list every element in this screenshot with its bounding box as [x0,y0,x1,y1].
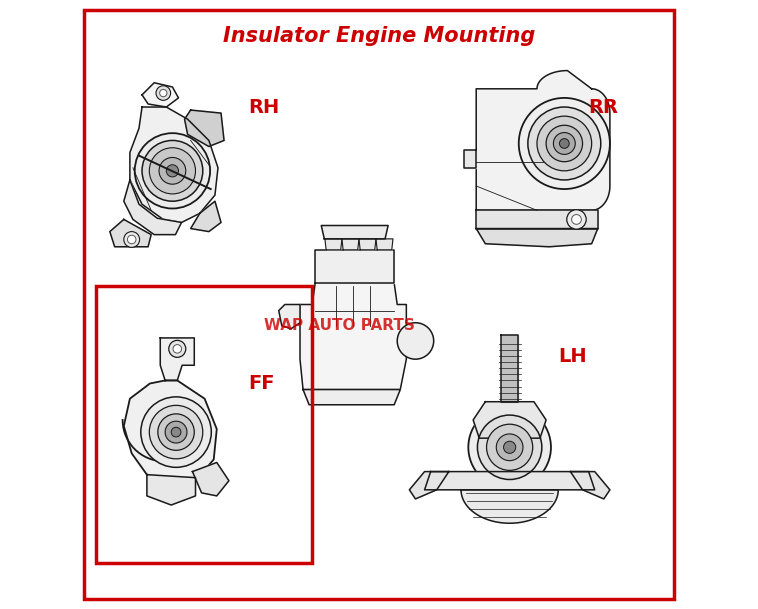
Polygon shape [184,110,224,147]
Polygon shape [359,239,376,250]
Circle shape [142,141,203,201]
Circle shape [171,428,181,437]
Circle shape [559,139,569,149]
Circle shape [173,345,181,353]
Circle shape [149,406,203,459]
Circle shape [166,165,178,177]
Circle shape [156,86,171,100]
Text: RH: RH [249,97,280,116]
Polygon shape [110,219,151,247]
Text: WAP AUTO PARTS: WAP AUTO PARTS [264,319,415,333]
Polygon shape [191,201,221,231]
Circle shape [546,125,583,162]
Polygon shape [147,474,196,505]
Polygon shape [464,150,476,168]
Polygon shape [476,210,598,228]
Polygon shape [424,471,595,490]
Polygon shape [160,338,194,381]
Circle shape [528,107,601,180]
Polygon shape [300,283,406,390]
Polygon shape [142,83,178,107]
Polygon shape [501,335,518,402]
Circle shape [160,90,167,97]
Polygon shape [325,239,342,250]
Circle shape [159,158,186,184]
Circle shape [165,421,187,443]
Text: Insulator Engine Mounting: Insulator Engine Mounting [223,26,535,46]
Polygon shape [279,304,300,329]
Circle shape [567,209,586,229]
Circle shape [553,133,575,155]
Polygon shape [124,180,181,234]
Circle shape [503,441,515,453]
Circle shape [572,214,581,224]
Polygon shape [124,381,217,484]
Circle shape [158,414,194,450]
Polygon shape [571,471,610,499]
Bar [96,286,312,563]
Polygon shape [409,471,449,499]
Polygon shape [130,107,218,222]
Circle shape [169,340,186,357]
Circle shape [468,406,551,488]
Text: FF: FF [249,374,275,393]
Circle shape [124,231,139,247]
Polygon shape [473,402,546,438]
Polygon shape [342,239,359,250]
Polygon shape [476,228,598,247]
Circle shape [496,434,523,460]
Text: LH: LH [558,347,587,365]
Text: RR: RR [589,97,619,116]
Polygon shape [315,250,394,283]
Circle shape [537,116,592,171]
Polygon shape [321,225,388,239]
Circle shape [397,323,434,359]
Circle shape [149,148,196,194]
Circle shape [127,235,136,244]
Circle shape [478,415,542,479]
Polygon shape [376,239,393,250]
Polygon shape [303,390,400,405]
Polygon shape [461,490,558,523]
Circle shape [141,397,211,467]
Polygon shape [476,71,610,210]
Polygon shape [193,462,229,496]
Circle shape [135,133,210,208]
Circle shape [518,98,610,189]
Circle shape [487,424,533,470]
